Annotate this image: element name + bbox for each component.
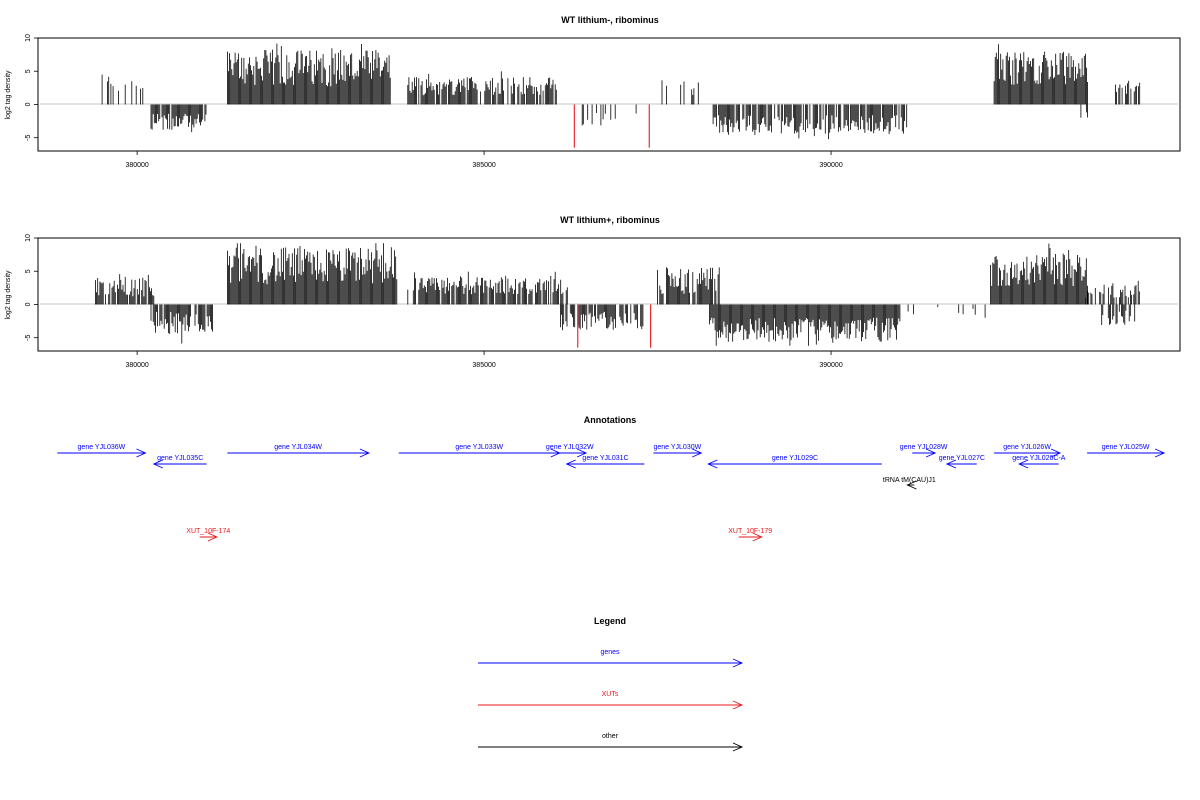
y-tick-label: 5 bbox=[25, 269, 32, 273]
x-axis: 380000 385000 390000 bbox=[125, 151, 843, 169]
feature-label: gene YJL033W bbox=[455, 444, 503, 451]
y-tick-label: 0 bbox=[25, 302, 32, 306]
feature-label: gene YJL028W bbox=[900, 444, 948, 451]
feature-arrow bbox=[227, 448, 371, 458]
coverage-panel-lithium-plus: WT lithium+, ribominus log2 tag density … bbox=[5, 215, 1181, 369]
plot-frame bbox=[37, 237, 1181, 352]
legend-label: genes bbox=[600, 649, 620, 656]
feature-list: gene YJL036W gene YJL035C gene YJL034W gene… bbox=[57, 444, 1166, 542]
feature-label: gene YJL025W bbox=[1102, 444, 1150, 451]
coverage-bars bbox=[95, 243, 1140, 346]
coverage-bar-group bbox=[407, 271, 568, 305]
feature-label: gene YJL032W bbox=[546, 444, 594, 451]
feature-label: XUT_10F-174 bbox=[186, 528, 230, 535]
x-tick-label: 390000 bbox=[819, 362, 842, 369]
legend-arrow-xut bbox=[478, 700, 744, 710]
legend-arrow-gene bbox=[478, 658, 744, 668]
y-axis: 10 5 0 -5 bbox=[25, 234, 38, 341]
feature-label: tRNA tM(CAU)J1 bbox=[883, 477, 936, 484]
coverage-bar-group bbox=[907, 304, 986, 318]
coverage-bar-group bbox=[1101, 304, 1136, 325]
feature-arrow bbox=[906, 480, 917, 490]
coverage-bar-group bbox=[712, 104, 908, 140]
coverage-bar-group bbox=[1085, 280, 1140, 305]
y-axis-label: log2 tag density bbox=[5, 70, 12, 120]
feature-label: gene YJL029C bbox=[772, 455, 818, 462]
coverage-bar-group bbox=[101, 74, 144, 105]
y-tick-label: -5 bbox=[25, 134, 32, 140]
x-tick-label: 380000 bbox=[125, 162, 148, 169]
x-tick-label: 385000 bbox=[472, 162, 495, 169]
coverage-bar-group bbox=[990, 243, 1088, 305]
annotations-title: Annotations bbox=[584, 415, 637, 425]
legend-label: XUTs bbox=[602, 691, 619, 698]
legend-arrow-other bbox=[478, 742, 744, 752]
legend-title: Legend bbox=[594, 616, 626, 626]
legend-items: genes XUTs other bbox=[478, 649, 744, 752]
feature-arrow bbox=[707, 459, 882, 469]
feature-arrow bbox=[199, 532, 219, 542]
feature-arrow bbox=[57, 448, 147, 458]
feature-label: gene YJL026C-A bbox=[1012, 455, 1066, 462]
feature-label: gene YJL035C bbox=[157, 455, 203, 462]
feature-label: XUT_10F-179 bbox=[728, 528, 772, 535]
y-axis: 10 5 0 -5 bbox=[25, 34, 38, 141]
coverage-bar-group bbox=[150, 104, 207, 133]
coverage-bar-group bbox=[150, 304, 213, 344]
coverage-bar-group bbox=[657, 267, 720, 305]
feature-arrow bbox=[152, 459, 207, 469]
highlight-bars bbox=[577, 304, 652, 348]
coverage-bar-group bbox=[227, 43, 391, 105]
feature-label: gene YJL031C bbox=[582, 455, 628, 462]
legend-label: other bbox=[602, 733, 619, 740]
feature-arrow bbox=[653, 448, 703, 458]
x-tick-label: 385000 bbox=[472, 362, 495, 369]
coverage-bar-group bbox=[1080, 104, 1088, 118]
x-tick-label: 380000 bbox=[125, 362, 148, 369]
feature-arrow bbox=[945, 459, 977, 469]
feature-arrow bbox=[1087, 448, 1166, 458]
feature-arrow bbox=[565, 459, 645, 469]
x-axis: 380000 385000 390000 bbox=[125, 351, 843, 369]
highlight-bars bbox=[573, 104, 650, 148]
coverage-bar-group bbox=[407, 71, 557, 105]
coverage-bar-group bbox=[1115, 80, 1141, 105]
plot-frame bbox=[37, 37, 1181, 152]
feature-label: gene YJL027C bbox=[939, 455, 985, 462]
feature-arrow bbox=[994, 448, 1062, 458]
y-tick-label: 5 bbox=[25, 69, 32, 73]
feature-arrow bbox=[553, 448, 588, 458]
coverage-bar-group bbox=[661, 80, 699, 105]
coverage-bars bbox=[101, 43, 1141, 140]
y-tick-label: 10 bbox=[25, 234, 32, 242]
feature-arrow bbox=[1017, 459, 1059, 469]
feature-label: gene YJL026W bbox=[1003, 444, 1051, 451]
feature-arrow bbox=[738, 532, 763, 542]
feature-arrow bbox=[912, 448, 937, 458]
legend: Legend genes XUTs other bbox=[478, 616, 744, 752]
panel-title: WT lithium+, ribominus bbox=[560, 215, 660, 225]
coverage-bar-group bbox=[227, 243, 398, 305]
y-tick-label: 10 bbox=[25, 34, 32, 42]
y-tick-label: -5 bbox=[25, 334, 32, 340]
coverage-bar-group bbox=[581, 104, 637, 126]
coverage-bar-group bbox=[560, 304, 644, 331]
feature-label: gene YJL036W bbox=[78, 444, 126, 451]
coverage-bar-group bbox=[709, 304, 901, 346]
coverage-bar-group bbox=[95, 274, 155, 305]
feature-label: gene YJL030W bbox=[653, 444, 701, 451]
y-tick-label: 0 bbox=[25, 102, 32, 106]
x-tick-label: 390000 bbox=[819, 162, 842, 169]
panel-title: WT lithium-, ribominus bbox=[561, 15, 659, 25]
feature-label: gene YJL034W bbox=[274, 444, 322, 451]
coverage-panel-lithium-minus: WT lithium-, ribominus log2 tag density … bbox=[5, 15, 1181, 169]
coverage-bar-group bbox=[993, 44, 1088, 105]
y-axis-label: log2 tag density bbox=[5, 270, 12, 320]
